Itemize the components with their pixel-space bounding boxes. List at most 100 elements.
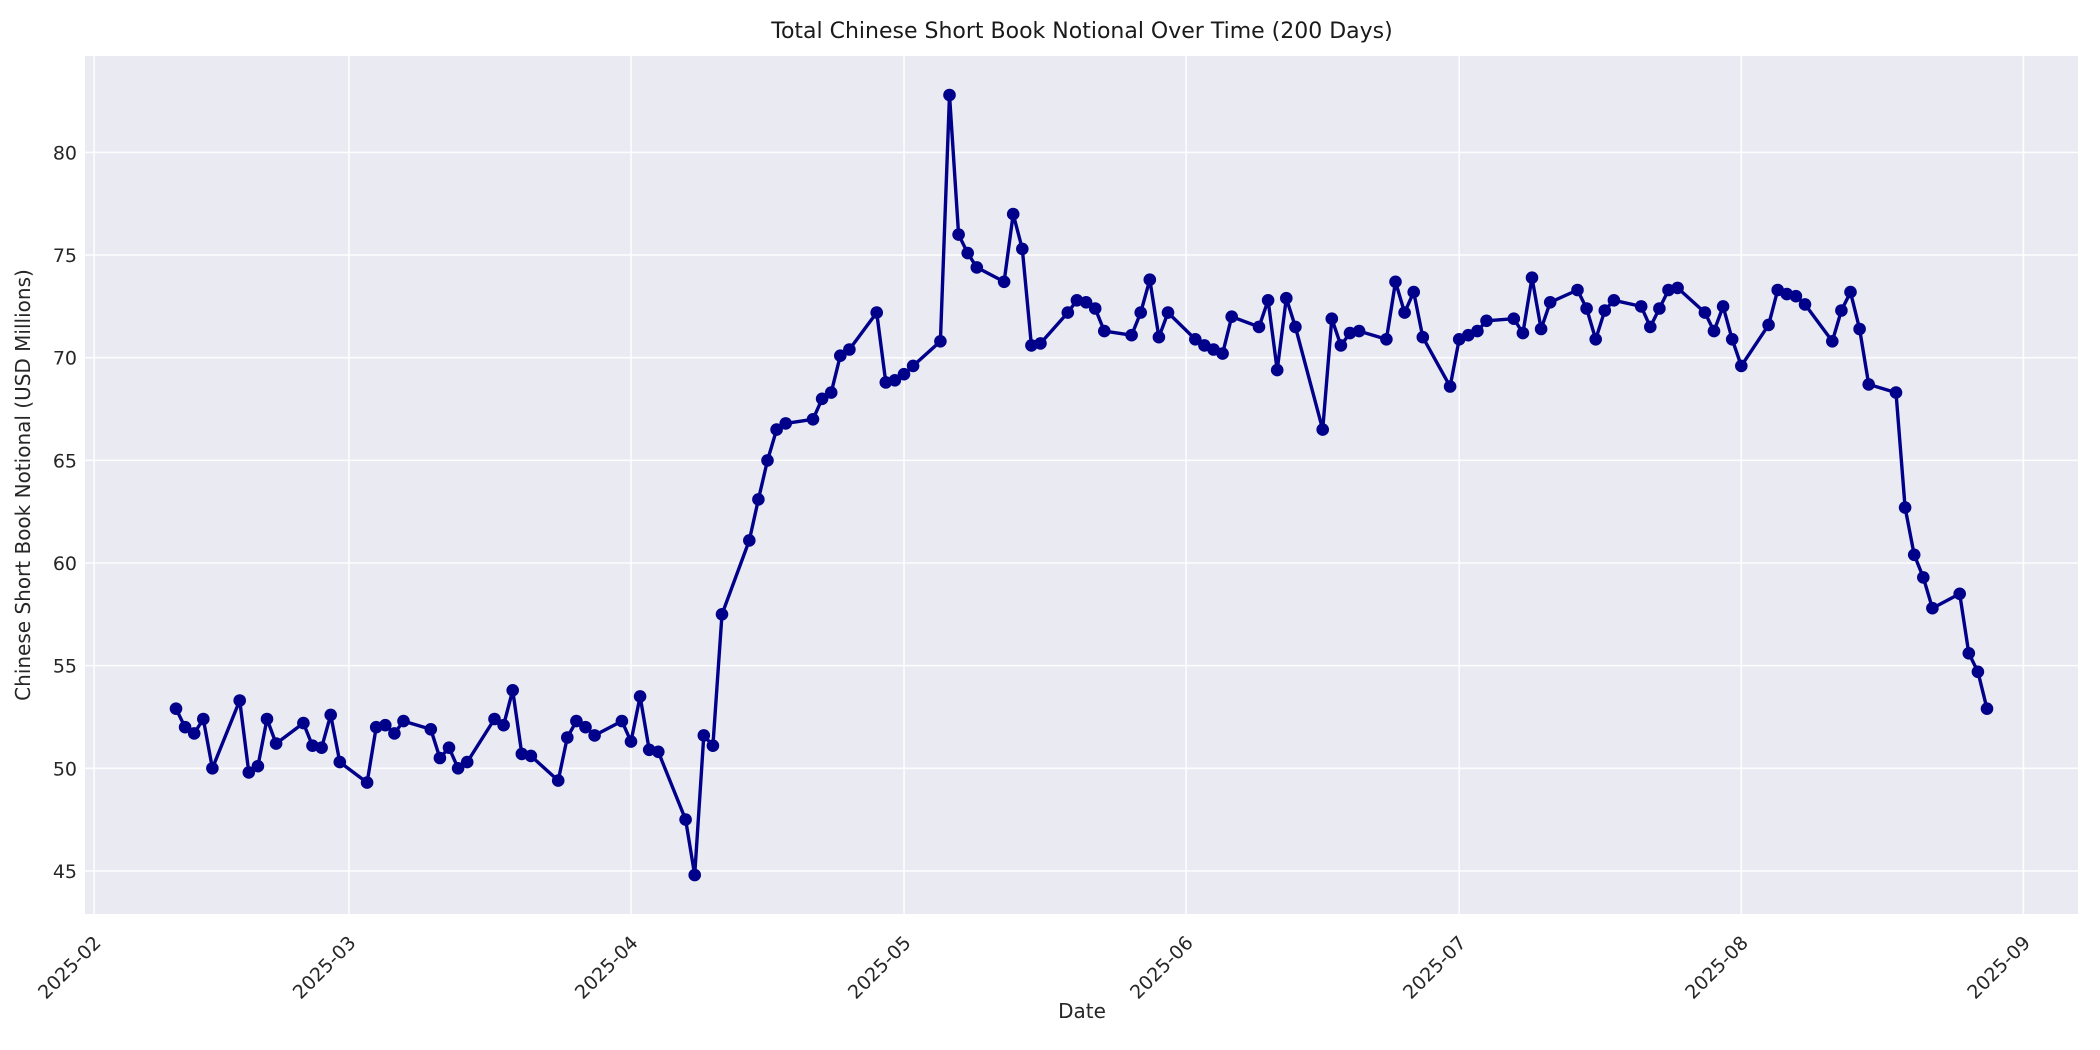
data-point-marker (1079, 296, 1093, 309)
data-point-marker (1607, 294, 1621, 307)
data-point-marker (934, 335, 947, 348)
data-point-marker (506, 684, 519, 697)
data-point-marker (1917, 571, 1930, 584)
data-point-marker (1707, 324, 1721, 338)
data-point-marker (333, 755, 347, 769)
data-point-marker (1134, 306, 1147, 319)
data-point-marker (579, 720, 592, 734)
y-axis-tick-labels: 45 50 55 60 65 70 75 80 (53, 142, 77, 882)
data-point-marker (397, 714, 410, 728)
data-point-marker (1534, 322, 1548, 336)
data-point-marker (206, 762, 219, 775)
data-point-marker (952, 228, 965, 241)
data-point-marker (1006, 207, 1020, 221)
data-point-marker (1125, 328, 1138, 342)
data-point-marker (743, 534, 756, 547)
data-point-marker (1589, 333, 1602, 346)
data-point-marker (524, 749, 538, 763)
data-point-marker (388, 727, 401, 740)
data-point-marker (1671, 281, 1684, 295)
data-point-marker (615, 714, 629, 728)
x-tick-label: 2025-02 (34, 932, 106, 1004)
data-point-marker (1352, 324, 1366, 338)
data-point-marker (1416, 330, 1430, 344)
data-point-marker (242, 766, 256, 779)
vertical-gridlines (93, 56, 2025, 914)
data-point-marker (315, 741, 328, 754)
data-point-marker (770, 423, 783, 436)
data-point-marker (1216, 347, 1229, 360)
x-tick-label: 2025-05 (844, 932, 916, 1004)
data-point-marker (433, 751, 447, 765)
data-point-marker (497, 718, 510, 732)
data-point-marker (588, 729, 601, 742)
data-point-marker (424, 723, 438, 736)
y-tick-label: 70 (53, 348, 77, 370)
data-point-marker (1516, 326, 1530, 340)
data-point-marker (652, 745, 665, 759)
data-point-marker (806, 413, 820, 426)
data-point-marker (906, 359, 920, 373)
data-point-marker (752, 493, 765, 506)
data-point-markers (169, 88, 1994, 882)
data-point-marker (1225, 310, 1238, 324)
data-point-marker (451, 762, 465, 775)
x-axis-label: Date (1058, 999, 1106, 1023)
data-point-marker (1061, 306, 1075, 319)
data-point-marker (1971, 665, 1985, 679)
data-point-marker (1762, 318, 1775, 332)
data-point-marker (1398, 306, 1411, 319)
data-point-marker (1953, 587, 1966, 601)
data-point-marker (761, 454, 774, 467)
x-axis-tick-labels: 2025-02 2025-03 2025-04 2025-05 2025-06 2025-… (34, 932, 2035, 1004)
data-point-marker (1926, 601, 1939, 615)
data-point-marker (1161, 306, 1175, 319)
data-point-marker (233, 694, 246, 707)
data-point-marker (1789, 289, 1803, 303)
data-point-marker (260, 712, 274, 726)
data-point-marker (624, 735, 638, 748)
data-point-marker (1034, 337, 1047, 350)
data-point-marker (1507, 312, 1521, 326)
x-tick-label: 2025-08 (1681, 932, 1753, 1004)
data-point-marker (888, 374, 902, 387)
data-point-marker (1380, 333, 1393, 346)
data-point-marker (460, 755, 474, 769)
x-tick-label: 2025-09 (1963, 932, 2035, 1004)
data-point-marker (970, 261, 984, 274)
chart-title: Total Chinese Short Book Notional Over T… (770, 19, 1392, 44)
y-axis-label: Chinese Short Book Notional (USD Million… (11, 269, 35, 701)
data-point-marker (1580, 302, 1593, 315)
data-point-marker (360, 776, 374, 789)
data-point-marker (1725, 333, 1739, 346)
plot-area-background (85, 56, 2078, 914)
data-point-marker (1716, 300, 1730, 313)
data-point-marker (1826, 335, 1839, 348)
y-tick-label: 60 (53, 553, 77, 575)
data-point-marker (1644, 320, 1657, 334)
data-point-marker (1316, 423, 1329, 436)
data-point-marker (843, 343, 856, 356)
data-point-marker (1407, 285, 1420, 299)
data-point-marker (706, 739, 720, 752)
data-point-marker (1735, 359, 1748, 373)
x-tick-label: 2025-04 (571, 932, 643, 1004)
y-tick-label: 50 (53, 758, 77, 780)
data-point-marker (1443, 380, 1457, 393)
data-point-marker (442, 741, 456, 754)
data-point-marker (178, 720, 192, 734)
data-point-marker (324, 708, 338, 722)
data-point-marker (1698, 306, 1712, 319)
data-point-marker (269, 737, 283, 750)
data-point-marker (1898, 501, 1912, 514)
data-point-marker (561, 731, 574, 744)
y-tick-label: 80 (53, 142, 77, 164)
data-point-marker (1152, 330, 1166, 344)
data-point-marker (1289, 320, 1302, 334)
data-point-marker (197, 712, 210, 726)
data-point-marker (1471, 324, 1484, 338)
data-point-marker (1088, 302, 1102, 315)
x-tick-label: 2025-03 (289, 932, 361, 1004)
